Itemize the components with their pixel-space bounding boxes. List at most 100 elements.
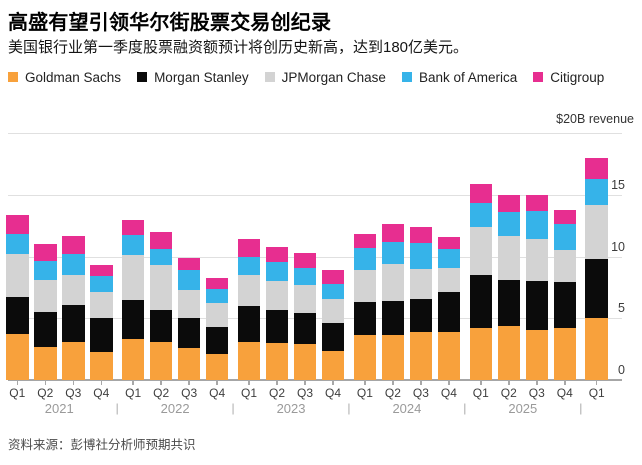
x-axis-tick-mark	[248, 380, 250, 385]
bar-segment-morgan-stanley	[321, 323, 345, 351]
x-axis-year-label	[585, 401, 608, 416]
stacked-bar	[321, 133, 345, 380]
bar-cell: Q2	[265, 133, 289, 400]
bar-segment-bank-of-america	[585, 178, 608, 205]
bar-segment-jpmorgan-chase	[497, 236, 521, 280]
legend-swatch-icon	[401, 72, 412, 82]
bar-segment-morgan-stanley	[90, 317, 113, 353]
x-axis-quarter-label: Q1	[9, 386, 26, 400]
bar-segment-morgan-stanley	[525, 281, 549, 330]
x-axis-quarter-label: Q3	[412, 386, 429, 400]
x-axis-quarter-label: Q4	[93, 386, 110, 400]
stacked-bar	[437, 133, 461, 380]
bar-group: Q1 Q2 Q3 Q4	[6, 133, 113, 400]
bar-segment-goldman-sachs	[497, 325, 521, 380]
x-axis-year-label: 2024	[392, 401, 422, 416]
bar-segment-citigroup	[437, 237, 461, 250]
bar-segment-goldman-sachs	[6, 334, 29, 380]
legend-item: Goldman Sachs	[8, 68, 121, 86]
bar-segment-morgan-stanley	[437, 292, 461, 333]
bar-segment-goldman-sachs	[437, 332, 461, 380]
bar-segment-goldman-sachs	[469, 327, 493, 380]
year-separator: |	[231, 401, 235, 415]
x-axis-quarter-label: Q1	[588, 386, 605, 400]
stacked-bar	[553, 133, 577, 380]
bar-cell: Q2	[497, 133, 521, 400]
bar-cell: Q4	[553, 133, 577, 400]
bar-segment-goldman-sachs	[293, 344, 317, 380]
bar-segment-citigroup	[353, 233, 377, 248]
bar-cell: Q1	[6, 133, 29, 400]
legend-item: Morgan Stanley	[137, 68, 249, 86]
bar-cell: Q1	[469, 133, 493, 400]
x-axis-quarter-label: Q1	[356, 386, 373, 400]
stacked-bar	[265, 133, 289, 380]
bar-segment-goldman-sachs	[525, 329, 549, 380]
bar-segment-jpmorgan-chase	[437, 267, 461, 293]
bar-cell: Q1	[237, 133, 261, 400]
x-axis-tick-mark	[536, 380, 538, 385]
bar-segment-citigroup	[469, 183, 493, 203]
x-axis-quarter-label: Q1	[241, 386, 258, 400]
x-axis-quarter-label: Q1	[472, 386, 489, 400]
x-axis-tick	[498, 380, 521, 385]
bar-group: Q1 Q2 Q3 Q4	[237, 133, 345, 400]
x-axis-tick	[6, 380, 29, 385]
bar-segment-citigroup	[585, 157, 608, 179]
bar-segment-morgan-stanley	[585, 258, 608, 319]
stacked-bar	[6, 133, 29, 380]
bar-group: Q1	[585, 133, 608, 400]
legend-item: Bank of America	[401, 68, 517, 86]
x-axis-quarter-label: Q3	[181, 386, 198, 400]
bar-segment-goldman-sachs	[381, 334, 405, 380]
bar-segment-morgan-stanley	[62, 304, 85, 342]
stacked-bar	[525, 133, 549, 380]
bar-segment-morgan-stanley	[293, 312, 317, 345]
bar-segment-morgan-stanley	[149, 309, 173, 343]
bar-segment-jpmorgan-chase	[553, 250, 577, 283]
bar-segment-bank-of-america	[205, 288, 229, 303]
bar-segment-citigroup	[409, 226, 433, 243]
bar-segment-goldman-sachs	[585, 318, 608, 380]
bar-cell: Q3	[177, 133, 201, 400]
bar-segment-morgan-stanley	[205, 326, 229, 355]
bar-segment-goldman-sachs	[265, 342, 289, 380]
x-axis-tick-mark	[420, 380, 422, 385]
gridline	[8, 194, 622, 196]
bar-cell: Q4	[321, 133, 345, 400]
bar-cell: Q3	[409, 133, 433, 400]
x-axis-tick-mark	[100, 380, 102, 385]
bar-segment-jpmorgan-chase	[62, 275, 85, 305]
bar-segment-goldman-sachs	[121, 338, 145, 380]
bar-cell: Q2	[34, 133, 57, 400]
bar-segment-bank-of-america	[90, 276, 113, 293]
bar-cell: Q4	[90, 133, 113, 400]
bar-segment-citigroup	[497, 194, 521, 213]
x-axis-tick	[266, 380, 289, 385]
legend-item: Citigroup	[533, 68, 604, 86]
x-axis-tick	[322, 380, 345, 385]
bar-segment-jpmorgan-chase	[177, 290, 201, 319]
bar-segment-bank-of-america	[149, 248, 173, 265]
bar-cell: Q4	[205, 133, 229, 400]
x-axis-tick	[526, 380, 549, 385]
legend-label: JPMorgan Chase	[281, 69, 386, 85]
bar-segment-morgan-stanley	[353, 301, 377, 335]
bar-segment-citigroup	[553, 209, 577, 225]
gridline	[8, 133, 622, 134]
x-axis-tick-mark	[480, 380, 482, 385]
x-axis-tick	[470, 380, 493, 385]
bar-cell: Q1	[121, 133, 145, 400]
bar-segment-goldman-sachs	[149, 342, 173, 380]
x-axis-tick-mark	[508, 380, 510, 385]
bar-segment-bank-of-america	[6, 233, 29, 255]
legend-label: Morgan Stanley	[154, 69, 249, 85]
x-axis-year-label: 2021	[44, 401, 74, 416]
bar-group: Q1 Q2 Q3 Q4	[353, 133, 461, 400]
bar-segment-jpmorgan-chase	[293, 284, 317, 313]
bar-segment-jpmorgan-chase	[353, 270, 377, 302]
x-axis-tick	[354, 380, 377, 385]
stacked-bar	[62, 133, 85, 380]
stacked-bar	[149, 133, 173, 380]
bar-segment-bank-of-america	[469, 202, 493, 227]
